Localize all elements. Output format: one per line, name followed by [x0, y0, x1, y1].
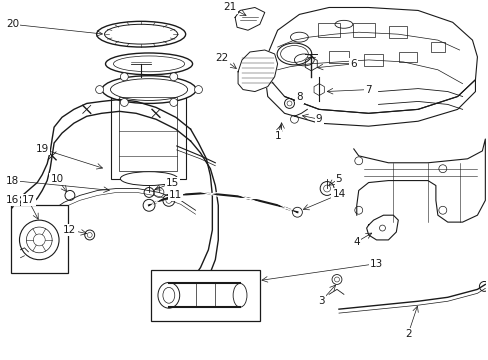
Text: 12: 12	[63, 225, 77, 235]
Ellipse shape	[120, 172, 177, 185]
Text: 4: 4	[353, 237, 359, 247]
Polygon shape	[366, 215, 398, 240]
Text: 7: 7	[365, 85, 371, 95]
Polygon shape	[264, 8, 476, 113]
Bar	[111, 90, 185, 179]
Bar	[318, 23, 339, 37]
Text: 16: 16	[6, 195, 19, 205]
Circle shape	[169, 99, 177, 107]
Bar	[399, 52, 416, 62]
Bar	[151, 270, 259, 321]
Bar	[363, 54, 383, 66]
Text: 10: 10	[50, 174, 63, 184]
Text: 9: 9	[315, 114, 322, 124]
Text: 21: 21	[223, 3, 236, 13]
Text: 15: 15	[166, 177, 179, 188]
Bar	[328, 51, 348, 63]
Bar	[352, 23, 374, 37]
Text: 19: 19	[36, 144, 49, 154]
Polygon shape	[238, 50, 277, 91]
Text: 18: 18	[6, 176, 19, 185]
Text: 8: 8	[295, 93, 302, 103]
Circle shape	[169, 73, 177, 81]
Text: 17: 17	[21, 195, 35, 205]
Text: 11: 11	[169, 190, 182, 201]
Bar	[430, 42, 444, 52]
Circle shape	[120, 73, 128, 81]
Circle shape	[194, 86, 202, 94]
Circle shape	[96, 86, 103, 94]
Bar	[119, 96, 176, 171]
Text: 2: 2	[404, 329, 411, 339]
Text: 20: 20	[6, 19, 19, 29]
Text: 1: 1	[274, 131, 281, 141]
Text: 13: 13	[369, 258, 383, 269]
Bar	[388, 26, 407, 38]
Text: 3: 3	[317, 296, 324, 306]
Ellipse shape	[102, 76, 196, 103]
Ellipse shape	[14, 198, 21, 220]
Text: 22: 22	[215, 53, 228, 63]
Polygon shape	[235, 8, 264, 30]
Bar	[11, 205, 68, 273]
Text: 5: 5	[335, 174, 342, 184]
Text: 6: 6	[350, 59, 356, 69]
Circle shape	[120, 99, 128, 107]
Text: 14: 14	[332, 189, 345, 199]
